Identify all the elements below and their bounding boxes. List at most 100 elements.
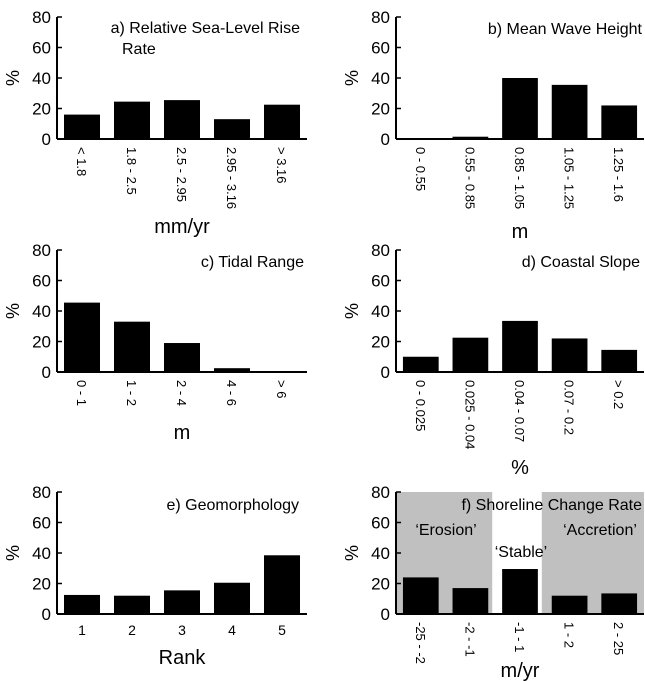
panel-a-bar-3 — [164, 100, 200, 139]
panel-e-y-tick-label-20: 20 — [32, 575, 51, 594]
panel-d-title: d) Coastal Slope — [522, 254, 640, 271]
panel-b-x-tick-label-1: 0 - 0.55 — [413, 147, 428, 191]
panel-f-y-tick-label-0: 0 — [381, 605, 390, 624]
panel-f-bar-4 — [551, 595, 588, 614]
panel-f-bar-2 — [452, 588, 489, 614]
panel-f-x-tick-label-1: -25 - -2 — [413, 622, 428, 664]
panel-a-y-tick-label-60: 60 — [32, 39, 51, 58]
panel-b-x-tick-label-5: 1.25 - 1.6 — [611, 147, 626, 202]
panel-c-bar-1 — [64, 302, 100, 372]
panel-d-bar-5 — [601, 349, 638, 372]
panel-c-x-tick-label-5: > 6 — [274, 380, 289, 398]
panel-e-bar-1 — [64, 594, 100, 614]
panel-e-y-tick-label-60: 60 — [32, 514, 51, 533]
panel-e-y-tick-label-0: 0 — [42, 605, 51, 624]
panel-a-y-tick-label-80: 80 — [32, 8, 51, 27]
panel-b-y-tick-label-60: 60 — [371, 39, 390, 58]
panel-b-title: b) Mean Wave Height — [488, 21, 643, 38]
panel-a-bar-2 — [114, 101, 150, 139]
panel-b-bar-3 — [502, 78, 538, 139]
panel-a-y-label: % — [3, 70, 23, 86]
panel-f-title: f) Shoreline Change Rate — [461, 497, 642, 514]
panel-a-title-line2: Rate — [122, 41, 156, 58]
panel-f-annotation-erosion: ‘Erosion’ — [415, 522, 476, 539]
panel-c-x-tick-label-4: 4 - 6 — [224, 380, 239, 406]
panel-d-y-tick-label-20: 20 — [371, 333, 390, 352]
panel-d-y-tick-label-0: 0 — [381, 363, 390, 382]
panel-a-y-tick-label-0: 0 — [42, 130, 51, 149]
panel-e-x-tick-label-5: 5 — [278, 622, 286, 638]
panel-a-x-tick-label-4: 2.95 - 3.16 — [224, 147, 239, 209]
panel-a-bar-5 — [264, 104, 300, 139]
panel-b-y-tick-label-20: 20 — [371, 100, 390, 119]
panel-b-y-tick-label-40: 40 — [371, 69, 390, 88]
panel-f-annotation-stable: ‘Stable’ — [495, 544, 547, 561]
panel-d-y-label: % — [342, 303, 362, 319]
panel-e-x-tick-label-2: 2 — [128, 622, 136, 638]
panel-c-y-tick-label-40: 40 — [32, 302, 51, 321]
panel-c-x-tick-label-3: 2 - 4 — [174, 380, 189, 406]
panel-e-y-tick-label-40: 40 — [32, 544, 51, 563]
panel-b-x-tick-label-2: 0.55 - 0.85 — [462, 147, 477, 209]
panel-d-x-tick-label-2: 0.025 - 0.04 — [462, 380, 477, 449]
panel-a-x-label: mm/yr — [154, 216, 210, 238]
panel-d-x-label: % — [511, 457, 529, 479]
panel-e-bar-5 — [264, 555, 300, 614]
panel-a-bar-4 — [214, 119, 250, 139]
panel-c-x-tick-label-1: 0 - 1 — [74, 380, 89, 406]
panel-d-x-tick-label-3: 0.04 - 0.07 — [512, 380, 527, 442]
panel-e-bar-4 — [214, 582, 250, 614]
panel-a-title: a) Relative Sea-Level Rise — [111, 20, 301, 37]
panel-f-x-tick-label-3: -1 - 1 — [512, 622, 527, 652]
panel-d-bar-4 — [551, 338, 588, 372]
panel-b-x-tick-label-3: 0.85 - 1.05 — [512, 147, 527, 209]
panel-f-y-tick-label-60: 60 — [371, 514, 390, 533]
panel-c-y-tick-label-60: 60 — [32, 272, 51, 291]
panel-a-bar-1 — [64, 114, 100, 139]
panel-f-bar-1 — [402, 577, 439, 614]
panel-a-x-tick-label-1: < 1.8 — [74, 147, 89, 176]
panel-e-bar-2 — [114, 595, 150, 614]
panel-f-annotation-accretion: ‘Accretion’ — [563, 522, 637, 539]
panel-b-bar-2 — [452, 136, 489, 139]
panel-c-bar-4 — [214, 368, 250, 372]
panel-b-y-label: % — [342, 70, 362, 86]
panel-d-bar-1 — [402, 356, 439, 372]
panel-d-y-tick-label-60: 60 — [371, 272, 390, 291]
panel-b-x-tick-label-4: 1.05 - 1.25 — [562, 147, 577, 209]
panel-f-x-tick-label-5: 2 - 25 — [611, 622, 626, 655]
panel-d-bar-3 — [502, 320, 538, 372]
panel-a-x-tick-label-2: 1.8 - 2.5 — [124, 147, 139, 195]
panel-b-y-tick-label-80: 80 — [371, 8, 390, 27]
panel-c-title: c) Tidal Range — [201, 254, 304, 271]
panel-f-y-label: % — [342, 545, 362, 561]
panel-c-y-label: % — [3, 303, 23, 319]
panel-e-x-tick-label-1: 1 — [78, 622, 86, 638]
panel-f-bar-5 — [601, 593, 638, 614]
panel-a-x-tick-label-3: 2.5 - 2.95 — [174, 147, 189, 202]
panel-c-x-label: m — [174, 422, 191, 444]
panel-c-x-tick-label-2: 1 - 2 — [124, 380, 139, 406]
panel-e-y-tick-label-80: 80 — [32, 483, 51, 502]
panel-c-bar-2 — [114, 321, 150, 372]
panel-c-y-tick-label-0: 0 — [42, 363, 51, 382]
panel-b-y-tick-label-0: 0 — [381, 130, 390, 149]
panel-e-y-label: % — [3, 545, 23, 561]
panel-e-x-tick-label-3: 3 — [178, 622, 186, 638]
panel-d-x-tick-label-1: 0 - 0.025 — [413, 380, 428, 431]
panel-a-x-tick-label-5: > 3.16 — [274, 147, 289, 184]
panel-e-title: e) Geomorphology — [166, 497, 299, 514]
panel-f-x-tick-label-2: -2 - -1 — [462, 622, 477, 657]
panel-c-y-tick-label-20: 20 — [32, 333, 51, 352]
panel-e-bar-3 — [164, 590, 200, 614]
panel-f-bar-3 — [502, 569, 538, 614]
panel-f-y-tick-label-80: 80 — [371, 483, 390, 502]
panel-e-x-label: Rank — [159, 647, 207, 669]
panel-f-y-tick-label-40: 40 — [371, 544, 390, 563]
panel-b-x-label: m — [512, 221, 529, 243]
panel-a-y-tick-label-40: 40 — [32, 69, 51, 88]
panel-f-x-label: m/yr — [501, 660, 540, 681]
panel-a-y-tick-label-20: 20 — [32, 100, 51, 119]
panel-d-bar-2 — [452, 337, 489, 372]
